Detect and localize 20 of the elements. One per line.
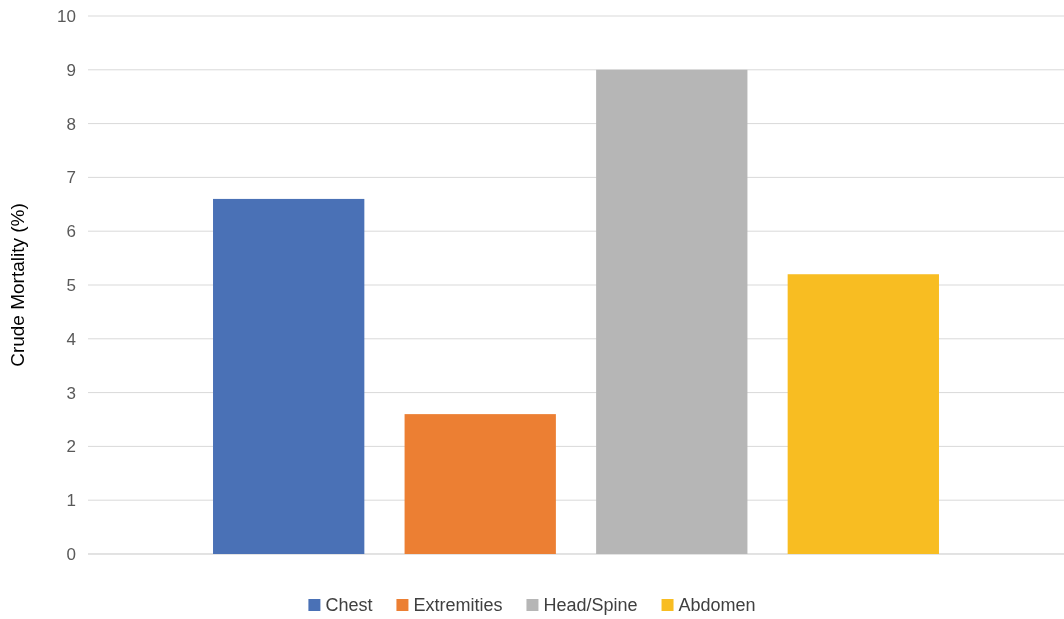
legend-label: Chest xyxy=(325,595,373,615)
y-tick-label: 9 xyxy=(66,60,76,80)
legend-label: Extremities xyxy=(413,595,503,615)
bar xyxy=(787,274,939,554)
y-tick-label: 8 xyxy=(66,114,76,134)
bar xyxy=(404,414,556,554)
y-tick-label: 6 xyxy=(66,222,76,242)
y-tick-label: 7 xyxy=(66,168,76,188)
bar xyxy=(596,69,748,554)
legend-label: Abdomen xyxy=(678,595,756,615)
y-tick-label: 4 xyxy=(66,329,76,349)
y-tick-label: 0 xyxy=(66,544,76,564)
y-axis-title: Crude Mortality (%) xyxy=(7,203,28,367)
legend-label: Head/Spine xyxy=(543,595,638,615)
bar xyxy=(213,198,365,554)
y-tick-label: 2 xyxy=(66,437,76,457)
y-tick-label: 1 xyxy=(66,491,76,511)
y-tick-label: 3 xyxy=(66,383,76,403)
y-tick-label: 10 xyxy=(57,6,76,26)
y-tick-label: 5 xyxy=(66,275,76,295)
